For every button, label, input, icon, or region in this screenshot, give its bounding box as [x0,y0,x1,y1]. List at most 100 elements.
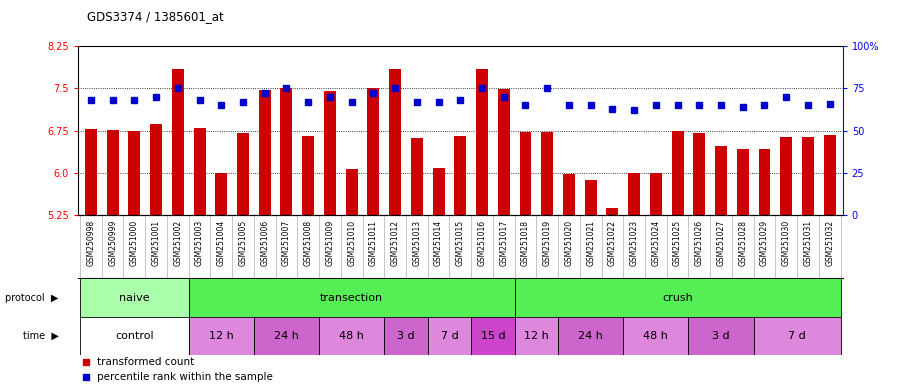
Text: GSM251030: GSM251030 [781,220,791,266]
Text: 24 h: 24 h [274,331,299,341]
Text: GSM251014: GSM251014 [434,220,443,266]
Text: 7 d: 7 d [788,331,806,341]
Bar [189,317,254,355]
Text: control: control [115,331,154,341]
Bar [345,169,357,215]
Text: 7 d: 7 d [441,331,458,341]
Text: GSM250998: GSM250998 [86,220,95,266]
Bar [515,317,558,355]
Bar [150,124,162,215]
Bar [85,129,97,215]
Text: GSM251022: GSM251022 [608,220,616,266]
Bar [519,132,531,215]
Text: 48 h: 48 h [643,331,669,341]
Bar [80,317,189,355]
Text: protocol  ▶: protocol ▶ [5,293,59,303]
Text: 12 h: 12 h [524,331,549,341]
Text: GSM251006: GSM251006 [260,220,269,266]
Text: GSM251024: GSM251024 [651,220,660,266]
Bar [689,317,754,355]
Text: 24 h: 24 h [578,331,603,341]
Text: GSM251029: GSM251029 [760,220,769,266]
Bar [606,208,618,215]
Bar [671,131,683,215]
Text: percentile rank within the sample: percentile rank within the sample [97,372,273,382]
Text: GSM251032: GSM251032 [825,220,834,266]
Text: GSM251007: GSM251007 [282,220,291,266]
Bar [754,317,841,355]
Text: transformed count: transformed count [97,358,194,367]
Text: GSM251020: GSM251020 [564,220,573,266]
Text: transection: transection [320,293,383,303]
Text: GSM251012: GSM251012 [390,220,399,266]
Text: 3 d: 3 d [398,331,415,341]
Bar [411,138,423,215]
Bar [319,317,384,355]
Text: GSM251017: GSM251017 [499,220,508,266]
Text: GSM251008: GSM251008 [304,220,312,266]
Text: GDS3374 / 1385601_at: GDS3374 / 1385601_at [87,10,224,23]
Text: GSM251013: GSM251013 [412,220,421,266]
Bar [193,128,205,215]
Text: GSM251016: GSM251016 [477,220,486,266]
Bar [649,173,662,215]
Bar [258,90,271,215]
Text: GSM251003: GSM251003 [195,220,204,266]
Text: GSM251000: GSM251000 [130,220,139,266]
Text: GSM251002: GSM251002 [173,220,182,266]
Text: GSM251026: GSM251026 [695,220,703,266]
Bar [628,173,640,215]
Text: GSM251031: GSM251031 [803,220,812,266]
Bar [802,137,814,215]
Bar [215,173,227,215]
Bar [497,89,509,215]
Bar [736,149,748,215]
Text: GSM251019: GSM251019 [542,220,551,266]
Bar [563,174,575,215]
Bar [584,180,596,215]
Text: GSM251023: GSM251023 [629,220,638,266]
Text: crush: crush [662,293,693,303]
Text: GSM251018: GSM251018 [521,220,530,266]
Text: 15 d: 15 d [481,331,506,341]
Bar [558,317,623,355]
Bar [302,136,314,215]
Text: naive: naive [119,293,149,303]
Bar [471,317,515,355]
Bar [623,317,689,355]
Text: time  ▶: time ▶ [23,331,59,341]
Text: GSM251010: GSM251010 [347,220,356,266]
Bar [280,88,292,215]
Bar [428,317,471,355]
Bar [80,278,189,317]
Bar [389,69,401,215]
Text: GSM251011: GSM251011 [369,220,378,266]
Bar [324,91,336,215]
Bar [541,132,553,215]
Text: 3 d: 3 d [713,331,730,341]
Text: GSM250999: GSM250999 [108,220,117,266]
Bar [254,317,319,355]
Bar [384,317,428,355]
Text: GSM251028: GSM251028 [738,220,747,266]
Bar [106,130,118,215]
Text: GSM251009: GSM251009 [325,220,334,266]
Bar [128,131,140,215]
Text: GSM251027: GSM251027 [716,220,725,266]
Text: GSM251021: GSM251021 [586,220,595,266]
Bar [367,88,379,215]
Text: 12 h: 12 h [209,331,234,341]
Bar [432,168,444,215]
Text: GSM251004: GSM251004 [217,220,225,266]
Bar [715,146,727,215]
Bar [515,278,841,317]
Bar [189,278,515,317]
Text: GSM251001: GSM251001 [151,220,160,266]
Bar [454,136,466,215]
Bar [758,149,770,215]
Bar [780,137,792,215]
Bar [172,69,184,215]
Bar [237,133,249,215]
Bar [693,133,705,215]
Text: GSM251025: GSM251025 [673,220,682,266]
